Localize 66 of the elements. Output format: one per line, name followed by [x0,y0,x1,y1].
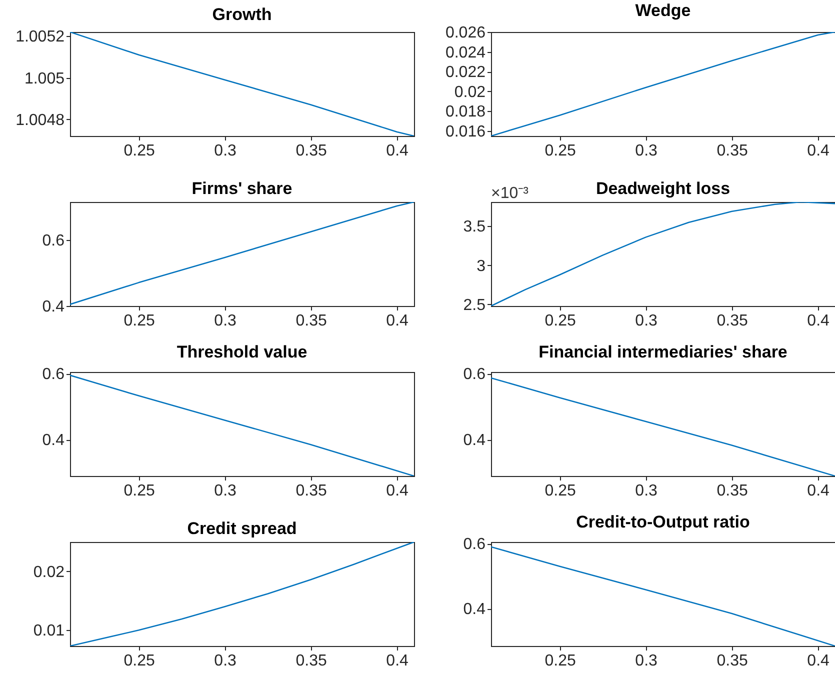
x-tick-label: 0.35 [296,652,327,670]
chart-title: Growth [212,5,272,24]
chart-title: Firms' share [192,179,292,198]
x-tick-label: 0.3 [635,312,658,330]
y-tick-label: 0.02 [454,84,486,101]
chart-title: Threshold value [176,342,308,362]
y-tick-label: 0.4 [42,298,65,316]
chart-title: Deadweight loss [596,179,730,198]
x-tick-label: 0.4 [386,312,409,330]
y-tick-label: 3.5 [463,218,486,236]
x-tick-label: 0.25 [544,652,576,670]
y-tick-label: 0.024 [445,44,486,62]
x-tick-label: 0.3 [214,142,237,160]
x-tick-label: 0.4 [386,652,409,670]
y-tick-label: 1.005 [24,70,65,88]
x-tick-label: 0.4 [386,482,409,500]
text: ×10⁻³ [491,184,528,203]
x-tick-label: 0.25 [124,482,155,500]
y-tick-label: 0.4 [463,432,486,450]
x-tick-label: 0.25 [124,652,155,670]
x-tick-label: 0.4 [807,312,830,330]
x-tick-label: 0.3 [214,482,237,500]
x-tick-label: 0.25 [544,482,576,500]
line-series [70,374,414,476]
x-tick-label: 0.35 [716,312,748,330]
chart-title: Wedge [635,1,691,20]
x-tick-label: 0.25 [544,142,576,160]
y-tick-label: 2.5 [463,296,486,314]
y-tick-label: 0.026 [445,24,486,42]
chart-title: Credit-to-Output ratio [576,512,750,532]
y-tick-label: 0.6 [42,366,65,384]
y-tick-label: 0.6 [463,366,486,384]
x-tick-label: 0.35 [296,312,327,330]
x-tick-label: 0.4 [386,142,409,160]
y-tick-label: 0.016 [445,124,486,141]
x-tick-label: 0.4 [807,142,830,160]
x-tick-label: 0.35 [716,652,748,670]
line-series [491,546,835,646]
x-tick-label: 0.4 [807,652,830,670]
y-tick-label: 0.4 [42,432,65,450]
chart-title: Financial intermediaries' share [538,342,788,362]
x-tick-label: 0.3 [214,652,237,670]
y-tick-label: 0.4 [463,601,486,618]
x-tick-label: 0.25 [124,312,155,330]
y-tick-label: 3 [476,258,486,275]
y-tick-label: 0.02 [33,564,65,581]
y-tick-label: 0.022 [445,64,486,82]
x-tick-label: 0.3 [214,312,237,330]
x-tick-label: 0.4 [807,482,830,500]
y-tick-label: 0.01 [33,622,65,640]
x-tick-label: 0.3 [635,142,658,160]
x-tick-label: 0.25 [544,312,576,330]
y-tick-label: 1.0048 [16,112,65,129]
x-tick-label: 0.3 [635,652,658,670]
y-tick-label: 0.6 [42,232,65,250]
x-tick-label: 0.35 [716,142,748,160]
line-series [491,377,835,476]
x-tick-label: 0.3 [635,482,658,500]
chart-title: Credit spread [187,519,297,538]
x-tick-label: 0.25 [124,142,155,160]
y-tick-label: 1.0052 [16,28,65,46]
x-tick-label: 0.35 [296,482,327,500]
x-tick-label: 0.35 [716,482,748,500]
y-tick-label: 0.6 [463,536,486,554]
x-tick-label: 0.35 [296,142,327,160]
y-tick-label: 0.018 [445,104,486,121]
